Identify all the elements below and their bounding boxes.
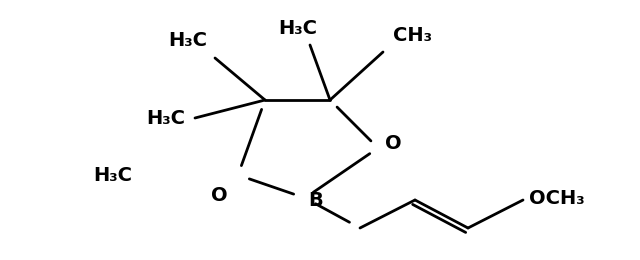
Text: H₃C: H₃C	[168, 31, 207, 50]
Text: H₃C: H₃C	[146, 108, 185, 127]
Text: B: B	[308, 191, 323, 210]
Text: H₃C: H₃C	[93, 166, 132, 185]
Text: O: O	[385, 133, 402, 153]
Text: OCH₃: OCH₃	[529, 188, 584, 207]
Text: H₃C: H₃C	[278, 19, 317, 38]
Text: CH₃: CH₃	[393, 26, 432, 45]
Text: O: O	[211, 185, 228, 205]
